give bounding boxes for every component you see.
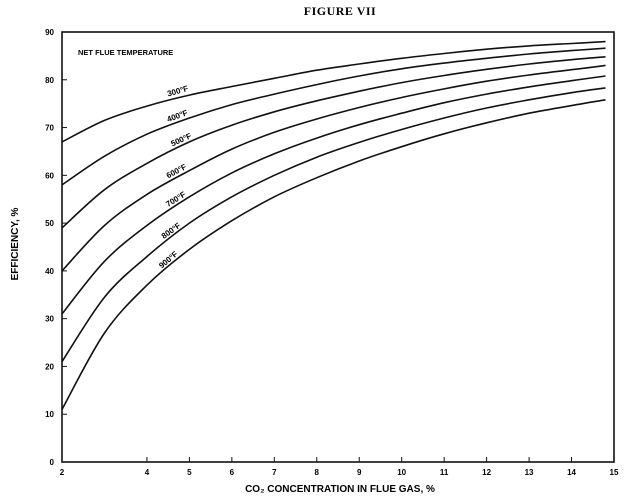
y-tick-label: 90 bbox=[45, 28, 54, 37]
y-tick-label: 80 bbox=[45, 76, 54, 85]
x-tick-label: 4 bbox=[145, 468, 150, 477]
x-axis-label: CO₂ CONCENTRATION IN FLUE GAS, % bbox=[245, 484, 435, 495]
x-tick-label: 9 bbox=[357, 468, 362, 477]
curve-400f bbox=[61, 47, 606, 186]
x-tick-label: 8 bbox=[315, 468, 320, 477]
x-tick-label: 5 bbox=[187, 468, 192, 477]
y-tick-label: 40 bbox=[45, 267, 54, 276]
y-tick-label: 30 bbox=[45, 315, 54, 324]
x-tick-label: 14 bbox=[567, 468, 576, 477]
x-tick-label: 10 bbox=[397, 468, 406, 477]
curve-600f bbox=[61, 64, 606, 272]
x-tick-label: 13 bbox=[525, 468, 534, 477]
curve-800f bbox=[61, 87, 606, 363]
x-tick-label: 6 bbox=[230, 468, 235, 477]
y-tick-label: 10 bbox=[45, 410, 54, 419]
x-axis-ticks: 2 4 5 6 7 8 9 10 11 12 13 14 15 bbox=[60, 457, 619, 477]
curve-500f bbox=[61, 56, 606, 229]
net-flue-temperature-annotation: NET FLUE TEMPERATURE bbox=[78, 48, 173, 57]
chart-title: FIGURE VII bbox=[304, 4, 376, 18]
efficiency-curves bbox=[61, 40, 606, 410]
x-tick-label: 12 bbox=[482, 468, 491, 477]
y-axis-label: EFFICIENCY, % bbox=[10, 208, 21, 281]
y-tick-label: 20 bbox=[45, 362, 54, 371]
y-tick-label: 60 bbox=[45, 171, 54, 180]
y-tick-label: 0 bbox=[50, 458, 55, 467]
plot-frame bbox=[61, 31, 615, 463]
y-tick-label: 70 bbox=[45, 124, 54, 133]
x-tick-label: 11 bbox=[440, 468, 449, 477]
x-tick-label: 7 bbox=[272, 468, 277, 477]
y-tick-label: 50 bbox=[45, 219, 54, 228]
curve-300f bbox=[61, 40, 606, 143]
y-axis-ticks: 0 10 20 30 40 50 60 70 80 90 bbox=[45, 28, 67, 467]
x-tick-label: 15 bbox=[610, 468, 619, 477]
curve-700f bbox=[61, 75, 606, 315]
curve-900f bbox=[61, 99, 606, 410]
x-tick-label: 2 bbox=[60, 468, 65, 477]
